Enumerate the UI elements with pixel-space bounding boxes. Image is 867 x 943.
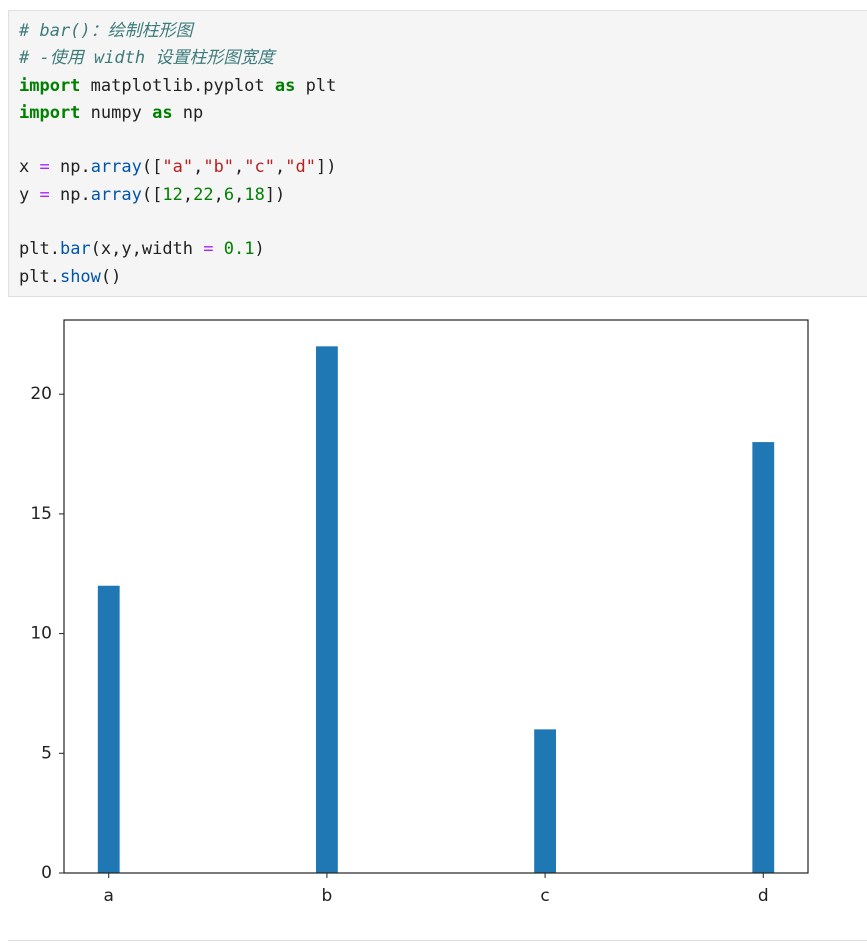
code-token: array	[90, 157, 142, 178]
code-token: ([	[141, 157, 163, 178]
code-token: ,	[234, 184, 245, 205]
code-token: array	[90, 184, 142, 205]
code-token: plt.	[19, 239, 60, 260]
plot-frame	[63, 319, 809, 874]
code-token: import	[19, 102, 81, 123]
code-token: np.	[49, 157, 91, 178]
code-token: ,	[182, 184, 194, 205]
bar	[534, 729, 556, 873]
code-token: as	[152, 102, 173, 123]
y-tick-label: 20	[30, 384, 52, 404]
code-token: "b"	[203, 157, 235, 178]
code-token: ])	[315, 157, 337, 178]
bar	[752, 442, 775, 873]
code-line: import matplotlib.pyplot as plt	[19, 73, 867, 100]
code-token: bar	[59, 239, 91, 260]
code-line	[19, 127, 867, 154]
code-token: 22	[193, 184, 214, 205]
code-token: =	[203, 239, 214, 260]
code-token: ()	[100, 266, 122, 287]
code-token: ])	[264, 184, 286, 205]
y-tick-label: 10	[30, 624, 52, 644]
code-token: show	[59, 266, 101, 287]
code-line: # bar()：绘制柱形图	[19, 18, 867, 45]
code-line	[19, 209, 867, 236]
code-token: =	[39, 157, 50, 178]
code-token: )	[254, 239, 265, 260]
code-token: "c"	[244, 157, 276, 178]
bar	[97, 585, 120, 873]
code-token: as	[274, 75, 296, 96]
code-line: plt.show()	[19, 264, 867, 291]
code-token: "a"	[162, 157, 194, 178]
code-block: # bar()：绘制柱形图 # -使用 width 设置柱形图宽度 import m…	[8, 10, 867, 297]
code-line: # -使用 width 设置柱形图宽度	[19, 45, 867, 72]
code-token: # -使用 width 设置柱形图宽度	[19, 48, 275, 69]
x-tick-label: a	[104, 886, 114, 906]
code-token: plt	[295, 75, 337, 96]
y-tick-label: 15	[30, 504, 52, 524]
chart: 0 5 10 15 20 a b c d	[30, 319, 809, 906]
code-token: numpy	[80, 102, 153, 123]
code-token: (x,y,width	[90, 239, 204, 260]
code-line: plt.bar(x,y,width = 0.1)	[19, 236, 867, 263]
code-token: ,	[275, 157, 286, 178]
code-token: np.	[49, 184, 91, 205]
code-token: y	[19, 184, 40, 205]
x-tick-label: c	[540, 886, 549, 906]
code-token: matplotlib.pyplot	[80, 75, 275, 96]
y-tick-label: 0	[41, 863, 52, 883]
code-token: ,	[234, 157, 245, 178]
code-token: x	[19, 157, 40, 178]
code-token: 12	[162, 184, 183, 205]
code-token: "d"	[285, 157, 316, 178]
code-token	[214, 239, 224, 259]
code-token: ([	[141, 184, 163, 205]
x-tick-label: d	[758, 886, 769, 906]
code-token: import	[19, 75, 81, 96]
code-token: 0.1	[223, 239, 255, 260]
code-token: =	[39, 184, 50, 205]
code-line: y = np.array([12,22,6,18])	[19, 182, 867, 209]
code-line: import numpy as np	[19, 100, 867, 127]
code-token: ,	[193, 157, 204, 178]
bar	[316, 346, 338, 873]
code-token: 6	[223, 184, 235, 205]
x-tick-label: b	[322, 886, 333, 906]
code-token: # bar()：绘制柱形图	[19, 21, 193, 41]
code-token: np	[172, 102, 204, 123]
code-token: ,	[213, 184, 224, 205]
separator	[8, 940, 867, 941]
code-token: 18	[244, 184, 265, 205]
code-line: x = np.array(["a","b","c","d"])	[19, 154, 867, 181]
y-tick-label: 5	[41, 743, 52, 763]
code-token: plt.	[19, 266, 60, 287]
